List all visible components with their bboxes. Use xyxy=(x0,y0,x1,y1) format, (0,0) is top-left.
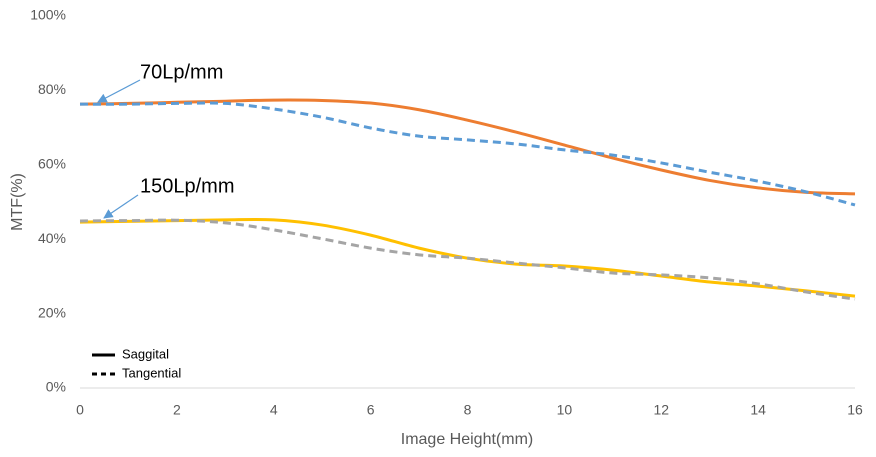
x-tick-label: 8 xyxy=(464,402,472,418)
x-tick-label: 6 xyxy=(367,402,375,418)
series-line xyxy=(79,101,856,207)
y-tick-label: 60% xyxy=(38,156,66,172)
annotation: 150Lp/mm xyxy=(140,175,235,197)
annotation-arrow xyxy=(97,79,141,103)
x-axis-title: Image Height(mm) xyxy=(401,431,533,448)
x-tick-label: 14 xyxy=(750,402,766,418)
y-tick-label: 80% xyxy=(38,81,66,97)
y-tick-label: 100% xyxy=(30,7,66,23)
x-tick-label: 2 xyxy=(173,402,181,418)
annotation: 70Lp/mm xyxy=(140,61,223,83)
legend-label: Tangential xyxy=(122,365,181,380)
x-tick-label: 16 xyxy=(847,402,863,418)
x-tick-label: 10 xyxy=(557,402,573,418)
x-tick-label: 4 xyxy=(270,402,278,418)
series-line xyxy=(79,218,856,301)
y-tick-label: 40% xyxy=(38,230,66,246)
y-tick-label: 0% xyxy=(46,379,66,395)
x-tick-label: 0 xyxy=(76,402,84,418)
x-tick-label: 12 xyxy=(653,402,669,418)
y-tick-label: 20% xyxy=(38,304,66,320)
annotation-arrow xyxy=(103,194,139,219)
y-axis-title: MTF(%) xyxy=(9,173,26,231)
legend-label: Saggital xyxy=(122,346,169,361)
